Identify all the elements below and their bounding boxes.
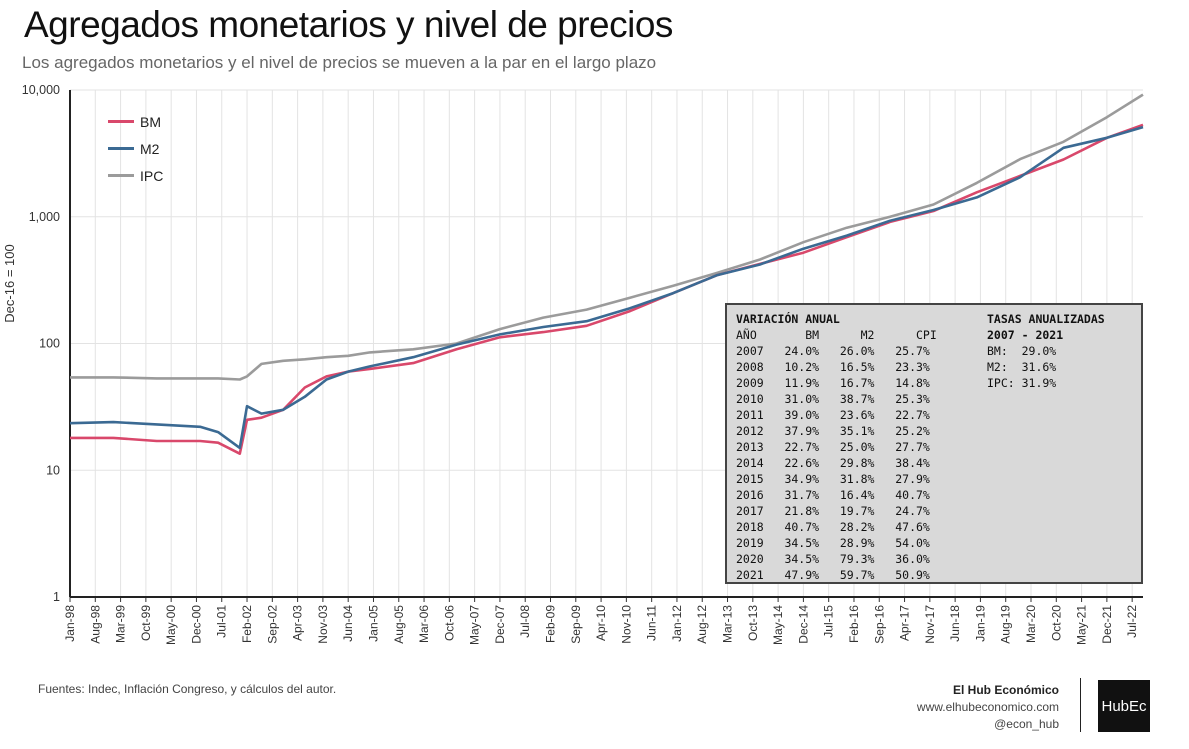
table-row: 2021 47.9% 59.7% 50.9% (736, 568, 930, 582)
table-row: 2020 34.5% 79.3% 36.0% (736, 552, 930, 566)
y-tick-label: 100 (39, 337, 60, 351)
table-row: 2018 40.7% 28.2% 47.6% (736, 520, 930, 534)
x-tick-label: Aug-12 (695, 605, 709, 644)
rates-title: TASAS ANUALIZADAS (987, 312, 1105, 326)
x-tick-label: Mar-99 (114, 605, 128, 643)
x-tick-label: May-21 (1075, 605, 1089, 645)
table-row: 2012 37.9% 35.1% 25.2% (736, 424, 930, 438)
y-tick-label: 1 (53, 590, 60, 604)
x-tick-label: Dec-07 (493, 605, 507, 644)
y-tick-label: 10,000 (22, 83, 60, 97)
x-tick-label: Jul-01 (215, 605, 229, 638)
brand-url[interactable]: www.elhubeconomico.com (916, 700, 1059, 714)
x-tick-label: Feb-09 (544, 605, 558, 643)
legend-label-m2: M2 (140, 140, 160, 157)
table-row: 2014 22.6% 29.8% 38.4% (736, 456, 930, 470)
x-tick-label: Oct-99 (139, 605, 153, 641)
source-note: Fuentes: Indec, Inflación Congreso, y cá… (38, 682, 337, 696)
annualized-rates: TASAS ANUALIZADAS 2007 - 2021 BM: 29.0% M… (987, 311, 1105, 391)
x-tick-label: Feb-16 (847, 605, 861, 643)
rates-period: 2007 - 2021 (987, 328, 1064, 342)
x-tick-label: May-00 (164, 605, 178, 645)
legend-swatch-bm (108, 120, 134, 123)
x-tick-label: Apr-10 (594, 605, 608, 641)
x-tick-label: Jan-98 (63, 605, 77, 642)
y-tick-label: 1,000 (29, 210, 60, 224)
brand-name: El Hub Económico (952, 683, 1059, 697)
table-row: 2015 34.9% 31.8% 27.9% (736, 472, 930, 486)
x-tick-label: Jul-22 (1125, 605, 1139, 638)
x-tick-label: Sep-16 (872, 605, 886, 644)
x-tick-label: Dec-21 (1100, 605, 1114, 644)
x-tick-label: Aug-05 (392, 605, 406, 644)
table-row: 2007 24.0% 26.0% 25.7% (736, 344, 930, 358)
table-header-row: AÑO BM M2 CPI (736, 328, 937, 342)
rate-row: BM: 29.0% (987, 344, 1057, 358)
series-line-ipc (70, 93, 1144, 381)
x-tick-label: May-14 (771, 605, 785, 645)
chart-subtitle: Los agregados monetarios y el nivel de p… (22, 53, 657, 72)
x-tick-label: Jun-11 (645, 605, 659, 641)
x-tick-label: Oct-06 (442, 605, 456, 641)
x-tick-label: Nov-03 (316, 605, 330, 644)
x-tick-label: Jul-15 (822, 605, 836, 638)
x-tick-label: May-07 (468, 605, 482, 645)
x-tick-label: Oct-20 (1049, 605, 1063, 641)
x-tick-label: Aug-98 (88, 605, 102, 644)
table-row: 2016 31.7% 16.4% 40.7% (736, 488, 930, 502)
legend-item-bm: BM (108, 108, 163, 135)
table-row: 2009 11.9% 16.7% 14.8% (736, 376, 930, 390)
table-row: 2013 22.7% 25.0% 27.7% (736, 440, 930, 454)
legend-item-m2: M2 (108, 135, 163, 162)
chart-legend: BM M2 IPC (108, 108, 163, 189)
x-tick-label: Sep-09 (569, 605, 583, 644)
rate-row: M2: 31.6% (987, 360, 1057, 374)
x-tick-label: Sep-02 (265, 605, 279, 644)
x-tick-label: Nov-10 (619, 605, 633, 644)
x-tick-label: Dec-00 (189, 605, 203, 644)
legend-swatch-m2 (108, 147, 134, 150)
legend-item-ipc: IPC (108, 162, 163, 189)
chart-title: Agregados monetarios y nivel de precios (24, 4, 673, 45)
x-tick-label: Jan-05 (366, 605, 380, 642)
annual-variation-table: VARIACIÓN ANUAL AÑO BM M2 CPI 2007 24.0% … (736, 311, 937, 583)
y-axis-label: Dec-16 = 100 (2, 244, 17, 322)
x-tick-label: Jan-19 (973, 605, 987, 642)
x-tick-label: Jun-18 (948, 605, 962, 642)
x-tick-label: Dec-14 (796, 605, 810, 644)
brand-handle[interactable]: @econ_hub (994, 717, 1059, 731)
table-row: 2010 31.0% 38.7% 25.3% (736, 392, 930, 406)
y-tick-label: 10 (46, 463, 60, 477)
x-tick-label: Jun-04 (341, 605, 355, 642)
series-line-m2 (69, 125, 1144, 450)
table-title: VARIACIÓN ANUAL (736, 312, 840, 326)
x-tick-label: Apr-17 (898, 605, 912, 641)
x-tick-label: Oct-13 (746, 605, 760, 641)
x-tick-label: Nov-17 (923, 605, 937, 644)
x-tick-label: Feb-02 (240, 605, 254, 643)
rate-row: IPC: 31.9% (987, 376, 1057, 390)
x-tick-label: Aug-19 (999, 605, 1013, 644)
x-tick-label: Jul-08 (518, 605, 532, 638)
hubec-logo: HubEc (1098, 680, 1150, 732)
brand-divider (1080, 678, 1081, 732)
table-row: 2011 39.0% 23.6% 22.7% (736, 408, 930, 422)
x-tick-label: Mar-06 (417, 605, 431, 643)
table-row: 2019 34.5% 28.9% 54.0% (736, 536, 930, 550)
brand-block: El Hub Económico www.elhubeconomico.com … (917, 682, 1059, 733)
x-tick-label: Apr-03 (291, 605, 305, 641)
x-tick-label: Mar-13 (721, 605, 735, 643)
x-tick-label: Mar-20 (1024, 605, 1038, 643)
legend-swatch-ipc (108, 174, 134, 177)
table-row: 2008 10.2% 16.5% 23.3% (736, 360, 930, 374)
stats-table-box: VARIACIÓN ANUAL AÑO BM M2 CPI 2007 24.0% … (725, 303, 1143, 584)
table-row: 2017 21.8% 19.7% 24.7% (736, 504, 930, 518)
legend-label-ipc: IPC (140, 167, 164, 184)
x-tick-label: Jan-12 (670, 605, 684, 642)
legend-label-bm: BM (140, 113, 161, 130)
